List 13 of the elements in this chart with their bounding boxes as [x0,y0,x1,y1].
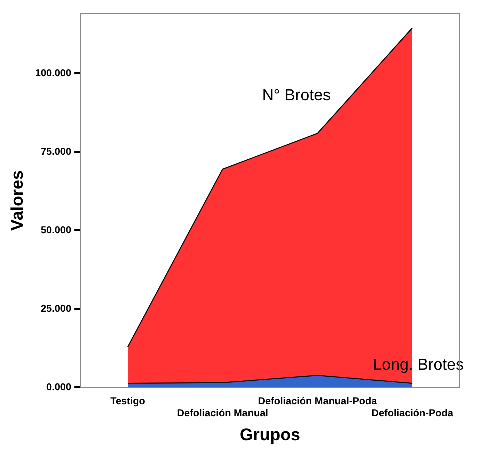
y-tick-label: 75.000 [40,146,72,158]
x-tick-label: Defoliación Manual [177,408,269,420]
series-label: Long. Brotes [373,357,464,374]
y-tick-label: 100.000 [35,68,72,80]
y-tick-label: 25.000 [40,304,72,315]
series-label: N° Brotes [262,88,331,105]
x-tick-label: Defoliación Manual-Poda [258,396,378,408]
x-tick-label: Defoliación-Poda [372,408,454,420]
x-axis-title: Grupos [240,425,300,444]
x-tick-label: Testigo [110,396,146,408]
y-tick-label: 50.000 [40,225,72,236]
y-tick-label: 0.000 [46,382,72,394]
y-axis-title: Valores [8,170,27,232]
